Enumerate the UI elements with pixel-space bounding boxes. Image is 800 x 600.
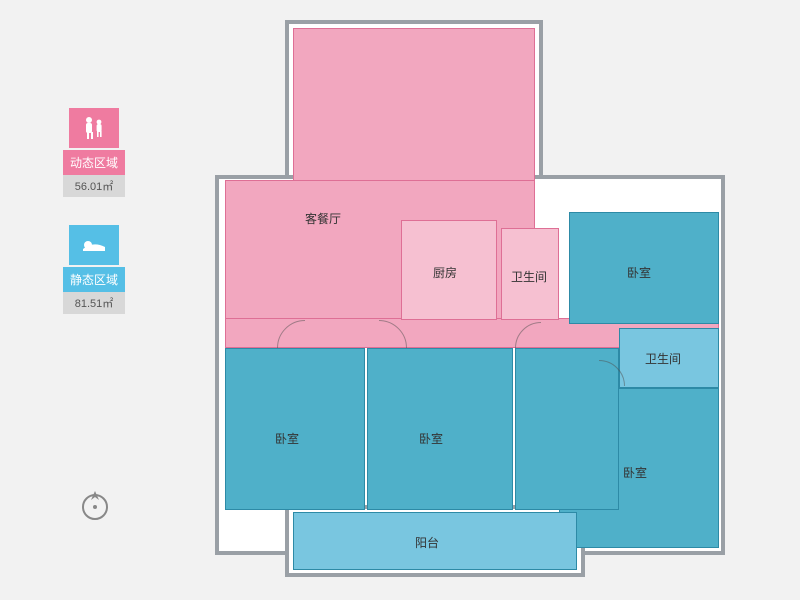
room-bed3: [367, 348, 513, 510]
legend-dynamic-label: 动态区域: [63, 150, 125, 175]
people-icon: [69, 108, 119, 148]
legend-panel: 动态区域 56.01㎡ 静态区域 81.51㎡: [58, 108, 130, 342]
room-label-bed1: 卧室: [627, 264, 651, 281]
legend-static-value: 81.51㎡: [63, 292, 125, 314]
legend-static: 静态区域 81.51㎡: [58, 225, 130, 314]
room-label-living: 客餐厅: [305, 210, 341, 227]
room-label-bed2: 卧室: [275, 430, 299, 447]
legend-dynamic: 动态区域 56.01㎡: [58, 108, 130, 197]
legend-dynamic-value: 56.01㎡: [63, 175, 125, 197]
room-bed2: [225, 348, 365, 510]
room-label-bath1: 卫生间: [511, 268, 547, 285]
floor-plan: 客餐厅厨房卫生间卧室卫生间卧室卧室卧室阳台: [215, 20, 725, 580]
room-label-balcony: 阳台: [415, 534, 439, 551]
room-label-bath2: 卫生间: [645, 350, 681, 367]
room-label-kitchen: 厨房: [433, 264, 457, 281]
legend-static-label: 静态区域: [63, 267, 125, 292]
room-label-bed3: 卧室: [419, 430, 443, 447]
sleep-icon: [69, 225, 119, 265]
compass-icon: [78, 488, 112, 522]
room-label-bed4: 卧室: [623, 464, 647, 481]
